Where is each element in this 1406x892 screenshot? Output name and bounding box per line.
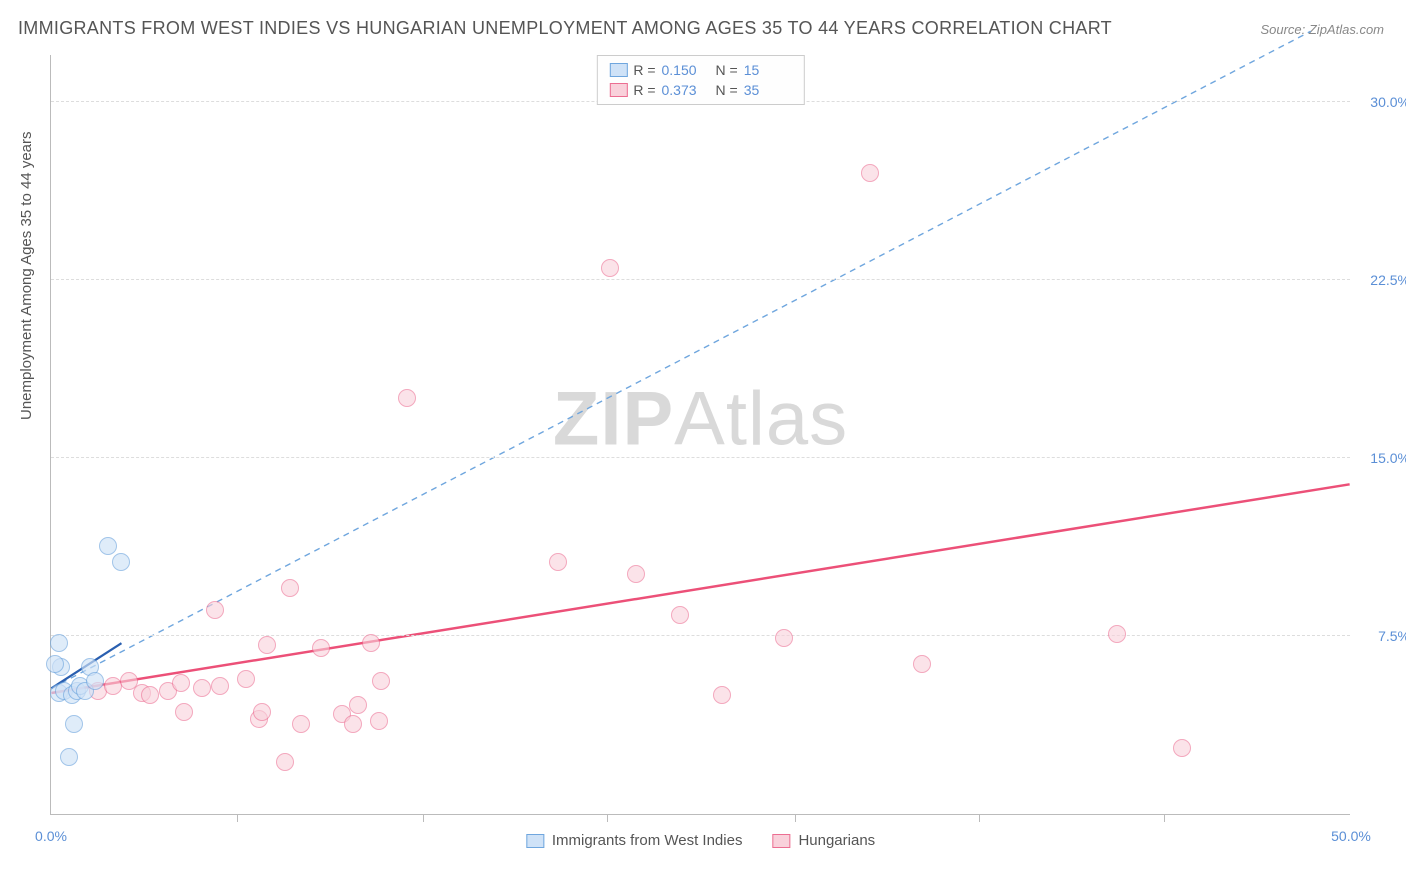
y-tick-label: 15.0% bbox=[1355, 450, 1406, 466]
y-tick-label: 7.5% bbox=[1355, 628, 1406, 644]
x-minor-tick bbox=[237, 814, 238, 822]
y-axis-label: Unemployment Among Ages 35 to 44 years bbox=[18, 131, 35, 420]
pink-point bbox=[172, 674, 190, 692]
gridline bbox=[51, 635, 1350, 636]
pink-point bbox=[276, 753, 294, 771]
legend-swatch-pink bbox=[772, 834, 790, 848]
n-label: N = bbox=[716, 82, 738, 98]
pink-point bbox=[312, 639, 330, 657]
r-label: R = bbox=[633, 82, 655, 98]
gridline bbox=[51, 457, 1350, 458]
legend-swatch-blue bbox=[609, 63, 627, 77]
r-value-blue: 0.150 bbox=[662, 62, 710, 78]
pink-point bbox=[253, 703, 271, 721]
legend-item-pink: Hungarians bbox=[772, 832, 875, 849]
blue-point bbox=[46, 655, 64, 673]
n-label: N = bbox=[716, 62, 738, 78]
pink-point bbox=[601, 259, 619, 277]
pink-point bbox=[861, 164, 879, 182]
trend-lines-layer bbox=[51, 55, 1350, 814]
blue-point bbox=[99, 537, 117, 555]
x-tick-label: 50.0% bbox=[1331, 828, 1371, 844]
blue-point bbox=[65, 715, 83, 733]
blue-point bbox=[60, 748, 78, 766]
pink-point bbox=[206, 601, 224, 619]
watermark-bold: ZIP bbox=[553, 377, 674, 462]
x-tick-label: 0.0% bbox=[35, 828, 67, 844]
pink-point bbox=[292, 715, 310, 733]
pink-point bbox=[193, 679, 211, 697]
blue-point bbox=[112, 553, 130, 571]
n-value-blue: 15 bbox=[744, 62, 792, 78]
pink-point bbox=[713, 686, 731, 704]
pink-point bbox=[175, 703, 193, 721]
r-value-pink: 0.373 bbox=[662, 82, 710, 98]
x-minor-tick bbox=[979, 814, 980, 822]
blue-point bbox=[50, 634, 68, 652]
y-tick-label: 30.0% bbox=[1355, 94, 1406, 110]
legend-item-blue: Immigrants from West Indies bbox=[526, 832, 743, 849]
trend-line bbox=[51, 484, 1349, 693]
pink-point bbox=[211, 677, 229, 695]
pink-point bbox=[671, 606, 689, 624]
legend-swatch-pink bbox=[609, 83, 627, 97]
correlation-legend: R = 0.150 N = 15 R = 0.373 N = 35 bbox=[596, 55, 804, 105]
pink-point bbox=[362, 634, 380, 652]
pink-point bbox=[349, 696, 367, 714]
chart-title: IMMIGRANTS FROM WEST INDIES VS HUNGARIAN… bbox=[18, 18, 1112, 39]
pink-point bbox=[398, 389, 416, 407]
pink-point bbox=[627, 565, 645, 583]
pink-point bbox=[344, 715, 362, 733]
pink-point bbox=[1108, 625, 1126, 643]
watermark-light: Atlas bbox=[674, 377, 848, 462]
trend-line bbox=[51, 31, 1310, 688]
plot-area: ZIPAtlas R = 0.150 N = 15 R = 0.373 N = … bbox=[50, 55, 1350, 815]
legend-label-pink: Hungarians bbox=[798, 832, 875, 849]
legend-label-blue: Immigrants from West Indies bbox=[552, 832, 743, 849]
pink-point bbox=[549, 553, 567, 571]
pink-point bbox=[237, 670, 255, 688]
pink-point bbox=[258, 636, 276, 654]
pink-point bbox=[370, 712, 388, 730]
x-minor-tick bbox=[423, 814, 424, 822]
series-legend: Immigrants from West Indies Hungarians bbox=[526, 832, 875, 849]
watermark: ZIPAtlas bbox=[553, 376, 848, 463]
legend-row-blue: R = 0.150 N = 15 bbox=[609, 60, 791, 80]
pink-point bbox=[281, 579, 299, 597]
legend-row-pink: R = 0.373 N = 35 bbox=[609, 80, 791, 100]
legend-swatch-blue bbox=[526, 834, 544, 848]
blue-point bbox=[86, 672, 104, 690]
x-minor-tick bbox=[607, 814, 608, 822]
r-label: R = bbox=[633, 62, 655, 78]
y-tick-label: 22.5% bbox=[1355, 272, 1406, 288]
pink-point bbox=[1173, 739, 1191, 757]
gridline bbox=[51, 279, 1350, 280]
pink-point bbox=[372, 672, 390, 690]
x-minor-tick bbox=[1164, 814, 1165, 822]
pink-point bbox=[913, 655, 931, 673]
source-attribution: Source: ZipAtlas.com bbox=[1260, 22, 1384, 37]
n-value-pink: 35 bbox=[744, 82, 792, 98]
pink-point bbox=[775, 629, 793, 647]
pink-point bbox=[141, 686, 159, 704]
x-minor-tick bbox=[795, 814, 796, 822]
